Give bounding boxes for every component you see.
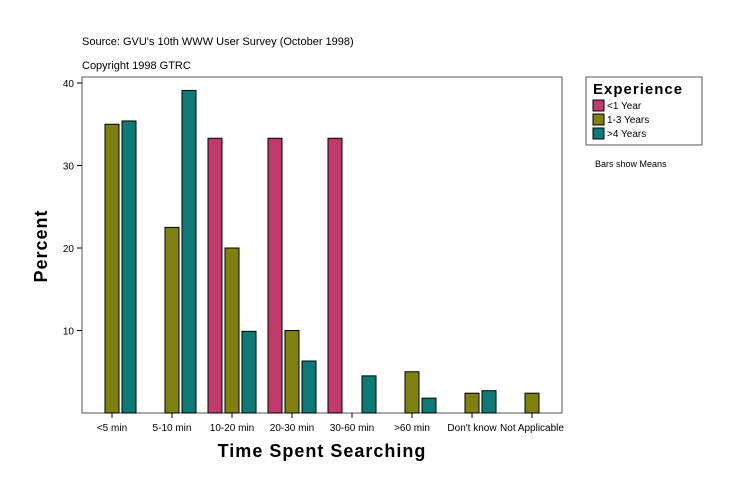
legend-label: 1-3 Years [607, 115, 649, 126]
bar [404, 371, 420, 414]
bar [464, 392, 480, 414]
subtitle-copyright: Copyright 1998 GTRC [82, 60, 191, 72]
bar [104, 123, 120, 414]
bar [267, 137, 283, 414]
x-tick-label: 30-60 min [330, 423, 374, 434]
legend-swatch [592, 113, 605, 126]
x-tick-label: 10-20 min [210, 423, 254, 434]
bar [524, 392, 540, 414]
bar [327, 137, 343, 414]
y-tick-label: 20 [63, 244, 75, 255]
y-tick-label: 30 [63, 162, 75, 173]
y-axis-title: Percent [31, 209, 51, 282]
legend-swatch [592, 127, 605, 140]
bar [164, 226, 180, 414]
x-tick-label: 20-30 min [270, 423, 314, 434]
bar [181, 89, 197, 414]
bar [241, 330, 257, 414]
legend-label: <1 Year [607, 101, 642, 112]
x-tick-label: 5-10 min [153, 423, 192, 434]
note-bars-show-means: Bars show Means [595, 159, 667, 169]
x-tick-label: >60 min [394, 423, 430, 434]
legend-box [585, 76, 703, 146]
bar [224, 247, 240, 414]
y-tick-label: 10 [63, 327, 75, 338]
bar [481, 390, 497, 414]
bar [421, 397, 437, 414]
legend-label: >4 Years [607, 129, 646, 140]
bar [361, 375, 377, 414]
bar [284, 330, 300, 414]
x-tick-label: Don't know [447, 423, 497, 434]
bar [301, 360, 317, 414]
legend: Experience <1 Year 1-3 Years >4 Years [585, 76, 703, 146]
x-tick-label: <5 min [97, 423, 127, 434]
x-tick-label: Not Applicable [500, 423, 564, 434]
bar [121, 120, 137, 414]
subtitle-source: Source: GVU's 10th WWW User Survey (Octo… [82, 36, 354, 48]
legend-swatch [592, 99, 605, 112]
y-tick-label: 40 [63, 79, 75, 90]
x-axis-title: Time Spent Searching [218, 441, 427, 461]
plot-area [81, 76, 563, 414]
legend-title: Experience [593, 81, 683, 98]
bar [207, 137, 223, 414]
